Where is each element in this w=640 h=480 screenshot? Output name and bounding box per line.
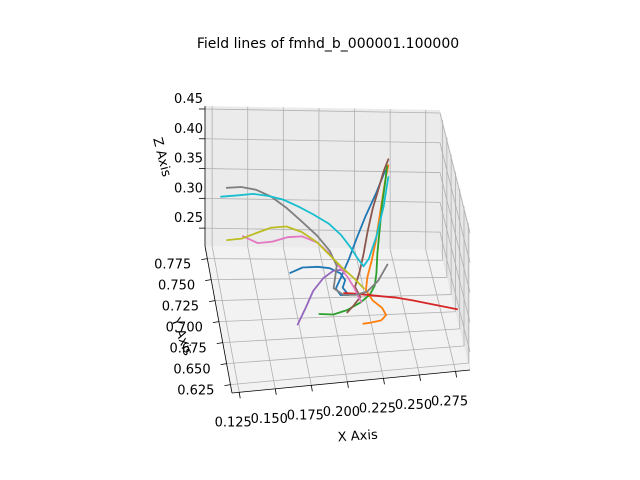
y-tick-mark — [212, 321, 219, 323]
z-grid-side — [439, 232, 471, 353]
field-line-6 — [346, 158, 390, 314]
z-tick-label: 0.25 — [174, 211, 203, 226]
y-grid-floor — [211, 277, 447, 280]
x-grid-floor — [282, 247, 312, 386]
y-tick-label: 0.775 — [154, 258, 191, 273]
x-tick-label: 0.200 — [323, 405, 360, 420]
y-tick-label: 0.700 — [166, 321, 203, 336]
y-grid-floor — [226, 345, 465, 364]
z-grid-back — [204, 197, 441, 203]
x-tick-label: 0.150 — [251, 412, 288, 427]
field-line-10 — [220, 176, 390, 268]
y-tick-mark — [224, 384, 231, 386]
x-tick-mark — [274, 388, 277, 395]
field-line-9 — [226, 225, 365, 290]
z-grid-side — [439, 142, 471, 263]
y-tick-mark — [201, 258, 208, 260]
x-axis-label: X Axis — [337, 428, 378, 446]
grid-lines — [204, 106, 471, 393]
x-grid-floor — [247, 246, 276, 389]
field-lines — [220, 158, 459, 326]
x-tick-mark — [346, 381, 349, 388]
y-tick-mark — [220, 363, 227, 365]
y-tick-mark — [205, 279, 212, 281]
z-grid-back — [204, 108, 441, 114]
y-tick-label: 0.625 — [177, 384, 214, 399]
y-grid-floor — [222, 328, 460, 343]
x-tick-mark — [419, 374, 421, 381]
z-grid-back — [204, 138, 441, 144]
y-axis-line — [204, 245, 233, 394]
x-axis-line — [231, 369, 471, 394]
y-tick-mark — [208, 300, 216, 302]
y-tick-label: 0.725 — [162, 300, 199, 315]
z-tick-label: 0.45 — [174, 92, 203, 107]
y-grid-floor — [230, 362, 469, 385]
x-tick-mark — [383, 378, 385, 385]
x-tick-label: 0.275 — [431, 394, 468, 409]
side-pane — [440, 110, 470, 370]
z-tick-label: 0.30 — [174, 181, 203, 196]
y-tick-mark — [216, 342, 223, 344]
x-tick-mark — [455, 371, 457, 378]
z-grid-back — [204, 168, 441, 173]
y-grid-floor — [218, 311, 456, 322]
y-tick-label: 0.750 — [158, 279, 195, 294]
axis-panes — [205, 106, 470, 393]
axis-edges — [204, 106, 471, 394]
y-tick-label: 0.650 — [173, 363, 210, 378]
x-grid-floor — [211, 246, 240, 393]
z-tick-label: 0.35 — [174, 152, 203, 167]
x-grid-floor — [425, 249, 456, 372]
z-grid-back — [204, 227, 441, 233]
y-grid-floor — [215, 294, 452, 301]
x-tick-label: 0.225 — [359, 401, 396, 416]
z-tick-label: 0.40 — [174, 122, 203, 137]
floor-pane — [205, 246, 470, 393]
x-tick-label: 0.175 — [287, 408, 324, 423]
x-grid-floor — [389, 249, 420, 375]
y-tick-label: 0.675 — [170, 342, 207, 357]
z-grid-side — [439, 202, 471, 323]
x-tick-label: 0.125 — [215, 415, 252, 430]
chart-title: Field lines of fmhd_b_000001.100000 — [197, 36, 459, 52]
z-grid-side — [439, 112, 471, 234]
x-tick-mark — [238, 392, 241, 399]
y-grid-floor — [207, 258, 443, 261]
x-tick-label: 0.250 — [395, 398, 432, 413]
x-tick-mark — [310, 385, 313, 392]
field-line-3 — [318, 165, 388, 316]
z-axis-label: Z Axis — [149, 136, 173, 179]
z-grid-side — [439, 172, 471, 293]
